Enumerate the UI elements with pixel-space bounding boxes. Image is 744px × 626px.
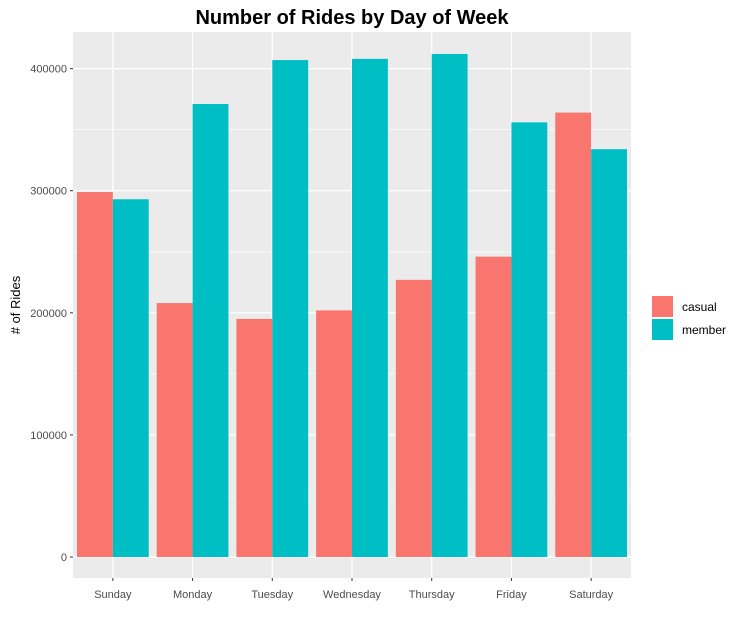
bar-member-wednesday	[352, 58, 388, 557]
bar-casual-friday	[475, 256, 512, 557]
bar-casual-tuesday	[236, 318, 273, 557]
bar-member-friday	[511, 122, 548, 557]
chart-title: Number of Rides by Day of Week	[195, 7, 509, 29]
bar-casual-wednesday	[316, 310, 352, 557]
x-axis-ticks: Sunday Monday Tuesday Wednesday Thursday Frid…	[94, 578, 614, 601]
x-tick-label: Saturday	[569, 589, 614, 601]
y-tick-label: 200000	[30, 308, 67, 320]
x-tick-label: Tuesday	[251, 589, 293, 601]
bars	[76, 53, 628, 558]
bar-member-monday	[192, 104, 229, 557]
bar-member-saturday	[591, 149, 628, 558]
y-axis-label: # of Rides	[8, 275, 23, 334]
x-tick-label: Sunday	[94, 589, 132, 601]
x-tick-label: Thursday	[409, 589, 455, 601]
bar-casual-saturday	[555, 112, 592, 558]
y-tick-label: 100000	[30, 430, 67, 442]
x-tick-label: Wednesday	[323, 589, 381, 601]
x-tick-label: Monday	[173, 589, 213, 601]
y-tick-label: 0	[61, 552, 67, 564]
legend-key-member	[652, 319, 673, 340]
bar-casual-monday	[156, 303, 193, 557]
legend-label-casual: casual	[682, 300, 717, 314]
bar-member-tuesday	[272, 60, 309, 558]
bar-member-sunday	[112, 199, 149, 557]
legend-label-member: member	[682, 323, 726, 337]
y-tick-label: 300000	[30, 186, 67, 198]
y-axis-ticks: 0 100000 200000 300000 400000	[30, 64, 73, 564]
bar-casual-thursday	[395, 279, 432, 557]
x-tick-label: Friday	[496, 589, 527, 601]
legend: casual member	[652, 296, 726, 340]
bar-casual-sunday	[76, 191, 113, 557]
y-tick-label: 400000	[30, 64, 67, 76]
legend-key-casual	[652, 296, 673, 317]
bar-member-thursday	[431, 53, 468, 557]
